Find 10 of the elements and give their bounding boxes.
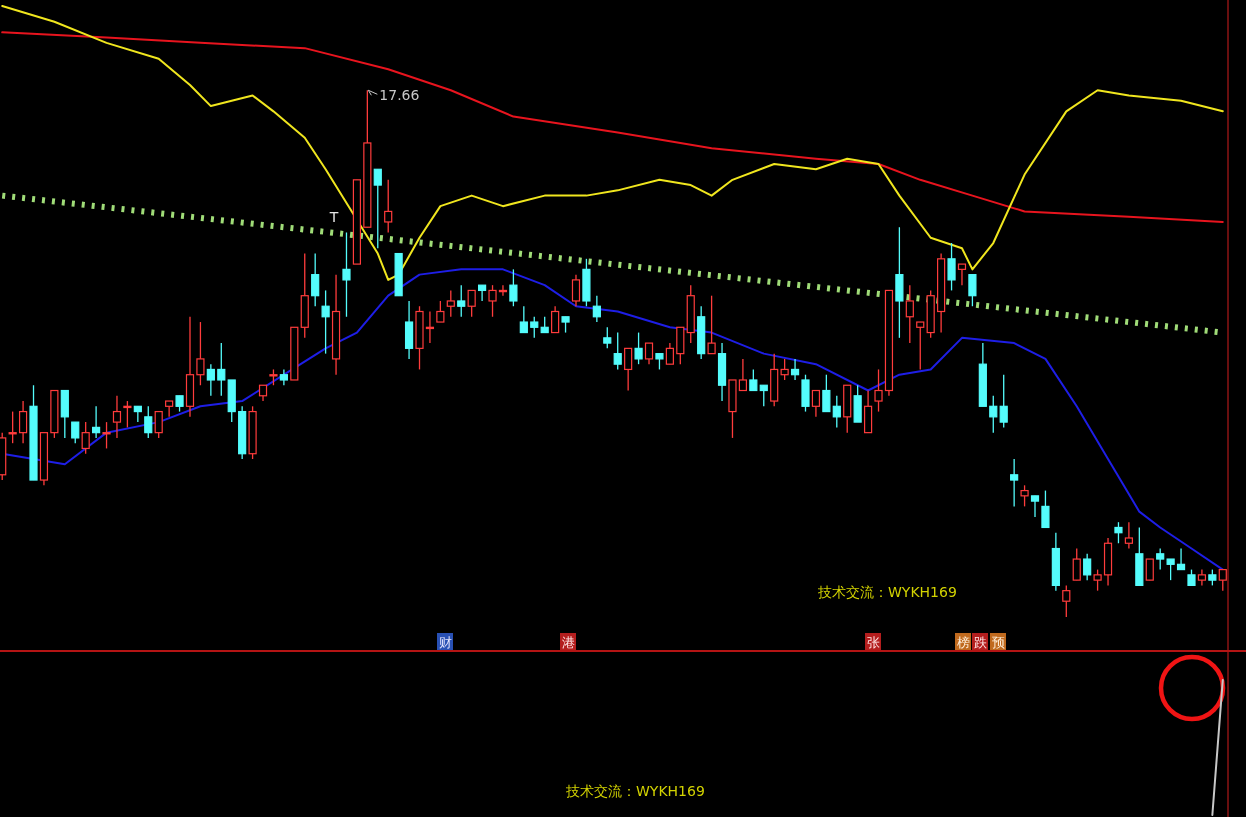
text: 港 (561, 635, 575, 650)
text: 榜 (956, 635, 970, 650)
annotation: 技术交流：WYKH169 (817, 584, 957, 600)
annotation: 技术交流：WYKH169 (565, 783, 705, 799)
text: 跌 (973, 635, 987, 650)
text: 预 (991, 635, 1005, 650)
text: 财 (438, 635, 452, 650)
text: 张 (866, 635, 880, 650)
annotation: 17.66 (379, 87, 420, 104)
annotation: T (328, 209, 339, 225)
